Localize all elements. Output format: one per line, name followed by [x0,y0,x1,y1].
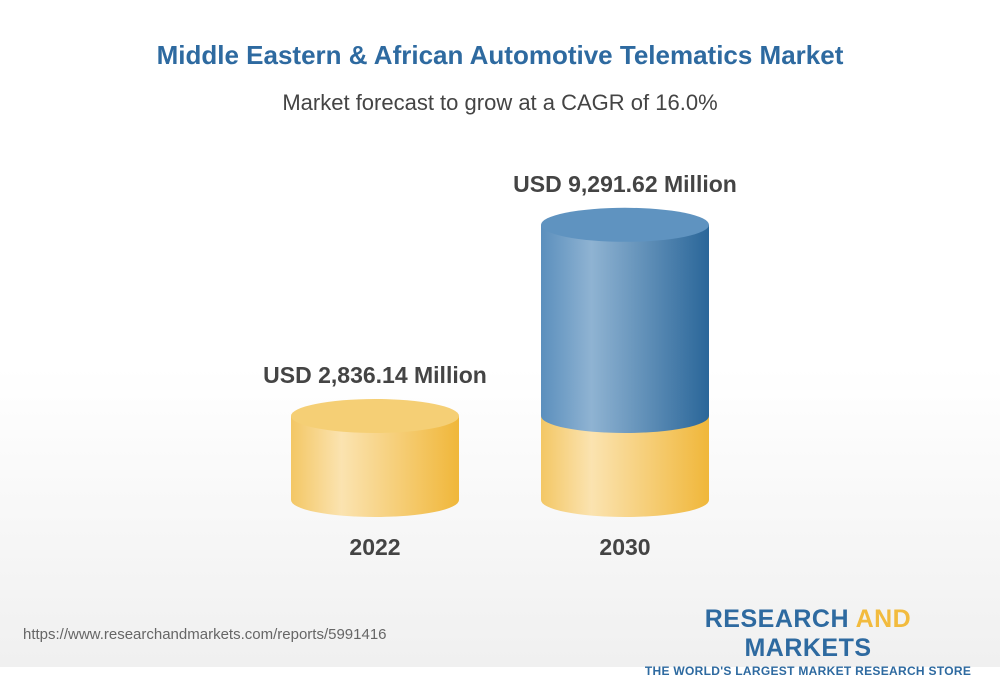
category-label: 2022 [349,534,400,560]
category-label: 2030 [599,534,650,560]
research-and-markets-logo: RESEARCH AND MARKETS THE WORLD'S LARGEST… [640,605,976,678]
logo-tagline: THE WORLD'S LARGEST MARKET RESEARCH STOR… [644,664,972,678]
logo-text-and: AND [855,605,912,633]
bar-2022-body [291,416,459,517]
bar-2030-base-body [541,416,709,517]
logo-text: RESEARCH [704,605,856,633]
data-label: USD 2,836.14 Million [263,362,487,388]
source-url[interactable]: https://www.researchandmarkets.com/repor… [23,626,387,643]
chart-title: Middle Eastern & African Automotive Tele… [156,40,844,70]
logo-text: MARKETS [744,634,872,662]
data-label: USD 9,291.62 Million [513,171,737,197]
bar-2030-growth-top [541,207,709,242]
bar-2030-growth-body [541,224,709,433]
bar-2022-top [291,399,459,433]
chart-subtitle: Market forecast to grow at a CAGR of 16.… [282,90,718,115]
